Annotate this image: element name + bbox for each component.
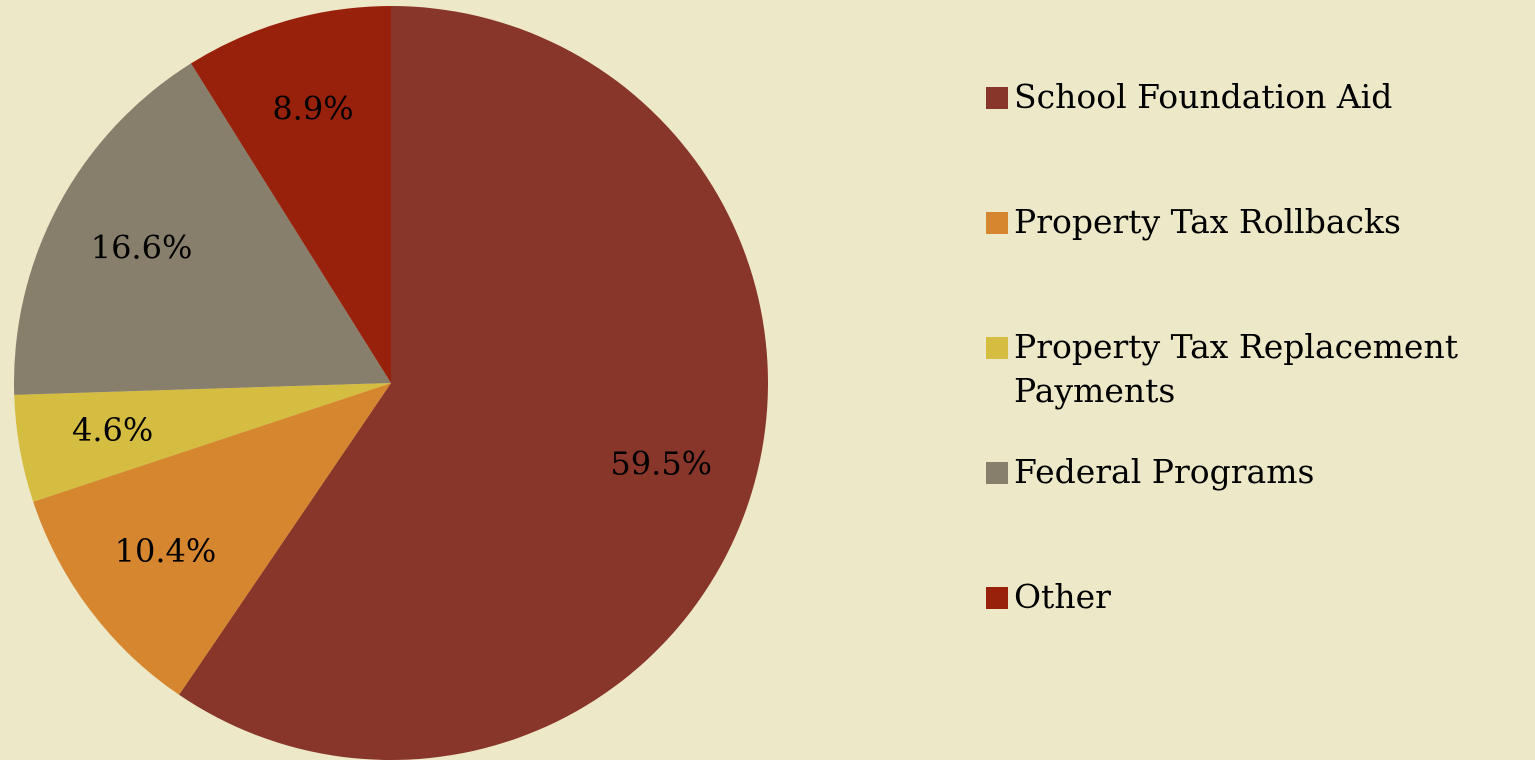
legend: School Foundation Aid Property Tax Rollba… [986, 75, 1526, 700]
legend-label: School Foundation Aid [1014, 77, 1393, 116]
data-label: 4.6% [72, 411, 153, 449]
pie-slice [14, 63, 392, 395]
legend-item: Property Tax Rollbacks [986, 200, 1526, 325]
legend-swatch [986, 462, 1008, 484]
pie-slice [179, 6, 769, 760]
data-label: 8.9% [272, 90, 353, 128]
legend-item: Other [986, 575, 1526, 700]
pie-slice [190, 6, 391, 383]
data-label: 10.4% [115, 532, 217, 570]
pie-slice [14, 383, 391, 502]
legend-swatch [986, 337, 1008, 359]
legend-swatch [986, 587, 1008, 609]
legend-label: Property Tax Rollbacks [1014, 202, 1401, 241]
legend-item: School Foundation Aid [986, 75, 1526, 200]
legend-item: Property Tax Replacement Payments [986, 325, 1526, 450]
legend-swatch [986, 212, 1008, 234]
legend-item: Federal Programs [986, 450, 1526, 575]
pie-slice [33, 383, 391, 695]
legend-label: Property Tax Replacement Payments [1014, 327, 1458, 410]
data-label: 59.5% [610, 445, 712, 483]
chart: 59.5% 10.4% 4.6% 16.6% 8.9% [14, 6, 769, 760]
legend-label: Federal Programs [1014, 452, 1315, 491]
data-label: 16.6% [91, 228, 193, 266]
legend-swatch [986, 87, 1008, 109]
legend-label: Other [1014, 577, 1111, 616]
